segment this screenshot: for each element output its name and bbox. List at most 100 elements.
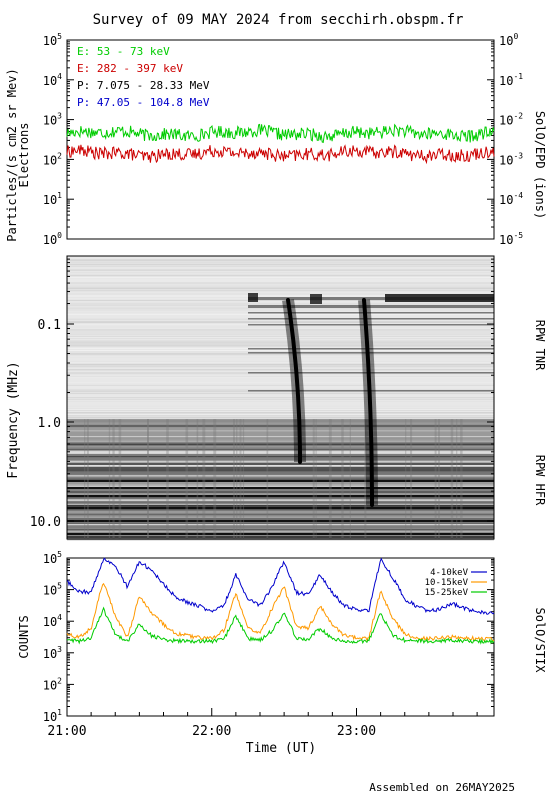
tnr-band (67, 303, 494, 305)
hfr-vertical-stripe (349, 419, 351, 539)
hfr-band (67, 443, 494, 446)
tnr-band (67, 260, 494, 262)
hfr-band (67, 497, 494, 500)
tnr-band (67, 307, 494, 309)
tnr-strong-patch (248, 293, 258, 302)
tnr-band (67, 394, 494, 396)
epd-y-ticks: 100 101 102 103 104 105 (43, 32, 494, 247)
hfr-vertical-stripe (147, 419, 149, 539)
stix-y-tick-label: 105 (43, 582, 62, 598)
stix-legend-label: 15-25keV (425, 588, 469, 598)
epd-ylabel: Particles/(s cm2 sr Mev) (5, 68, 19, 241)
tnr-band (67, 257, 494, 259)
hfr-vertical-stripe (438, 419, 440, 539)
tnr-band (67, 276, 494, 278)
epd-y-tick-label: 100 (43, 231, 62, 247)
tnr-band (67, 369, 494, 371)
stix-series-line (66, 606, 495, 645)
stix-y-tick-label: 102 (43, 676, 62, 692)
tnr-band (67, 281, 494, 283)
hfr-band (67, 448, 494, 450)
tnr-band (67, 417, 494, 419)
hfr-band (67, 419, 494, 423)
tnr-band (67, 285, 494, 287)
tnr-band (67, 293, 494, 295)
tnr-band (67, 363, 494, 365)
tnr-band (67, 397, 494, 399)
tnr-band (67, 320, 494, 322)
stix-right-label: SolO/STIX (533, 607, 547, 673)
tnr-band (67, 258, 494, 260)
tnr-band (67, 376, 494, 378)
tnr-band (67, 354, 494, 356)
hfr-band (67, 469, 494, 471)
hfr-band (67, 437, 494, 439)
tnr-emission-line (248, 305, 494, 308)
stix-x-tick-label: 21:00 (47, 724, 86, 739)
tnr-band (67, 366, 494, 368)
hfr-band (67, 498, 494, 502)
tnr-band (67, 342, 494, 343)
tnr-band (67, 415, 494, 417)
hfr-band (67, 470, 494, 472)
tnr-band (67, 373, 494, 375)
hfr-band (67, 476, 494, 479)
epd-legend-entry: P: 7.075 - 28.33 MeV (77, 79, 210, 92)
hfr-vertical-stripe (213, 419, 217, 539)
rpw-right-label-hfr: RPW HFR (533, 455, 547, 506)
hfr-band (67, 461, 494, 463)
tnr-band (67, 286, 494, 288)
hfr-band (67, 485, 494, 488)
stix-xlabel: Time (UT) (246, 741, 316, 756)
hfr-band (67, 442, 494, 445)
hfr-vertical-stripe (410, 419, 413, 539)
tnr-band (67, 350, 494, 351)
tnr-emission-line (248, 297, 494, 300)
tnr-band (67, 408, 494, 410)
tnr-emission-line (248, 324, 494, 326)
tnr-emission-line (248, 372, 494, 374)
stix-y-tick-label: 103 (43, 645, 62, 661)
tnr-band (67, 309, 494, 311)
epd-legend-entry: E: 282 - 397 keV (77, 62, 183, 75)
epd-series-line (66, 123, 495, 144)
tnr-band (67, 411, 494, 413)
tnr-emission-line (248, 348, 494, 350)
hfr-vertical-stripe (312, 419, 315, 539)
tnr-band (67, 335, 494, 337)
hfr-band (67, 529, 494, 531)
hfr-vertical-stripe (147, 419, 149, 539)
hfr-vertical-stripe (233, 419, 235, 539)
hfr-band (67, 525, 494, 528)
tnr-band (67, 413, 494, 415)
epd-series-line (66, 144, 495, 165)
hfr-vertical-stripe (434, 419, 437, 539)
hfr-band (67, 524, 494, 526)
hfr-band (67, 490, 494, 494)
tnr-band (67, 322, 494, 323)
tnr-band (67, 295, 494, 297)
tnr-strong-band (385, 294, 494, 302)
stix-series-line (66, 582, 495, 642)
stix-y-tick-label: 101 (43, 708, 62, 724)
hfr-vertical-stripe (185, 419, 189, 539)
tnr-band (67, 375, 494, 377)
hfr-vertical-stripe (405, 419, 407, 539)
hfr-band (67, 522, 494, 525)
tnr-band (67, 329, 494, 331)
epd-y-tick-label: 105 (43, 32, 62, 48)
tnr-band (67, 283, 494, 285)
hfr-band (67, 517, 494, 521)
tnr-band (67, 365, 494, 366)
hfr-band (67, 475, 494, 478)
stix-series-line (66, 557, 495, 615)
tnr-band (67, 329, 494, 330)
hfr-band (67, 530, 494, 533)
rpw-y-ticks: 0.1 1.0 10.0 (30, 258, 494, 530)
hfr-vertical-stripe (341, 419, 344, 539)
tnr-band (67, 274, 494, 276)
rpw-right-label-tnr: RPW TNR (533, 320, 547, 371)
tnr-band (67, 392, 494, 394)
epd-y2-tick-label: 10-2 (499, 112, 523, 128)
stix-series-lines (66, 557, 495, 645)
